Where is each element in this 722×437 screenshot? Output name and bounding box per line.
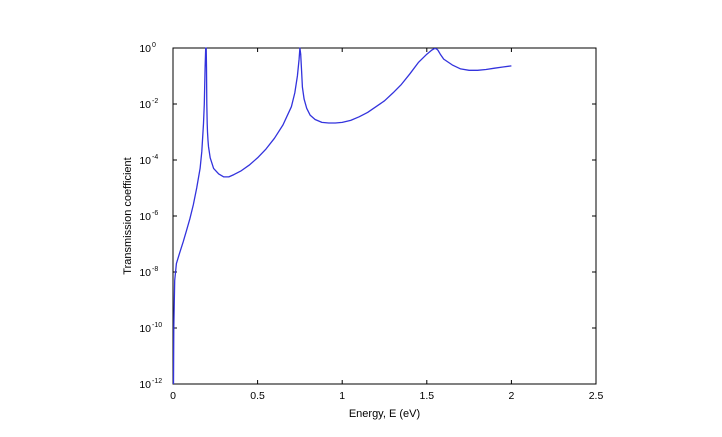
y-tick-label: 10 [139, 267, 151, 279]
y-tick-exponent: 0 [152, 42, 156, 49]
series-layer [172, 47, 512, 385]
x-tick-label: 0.5 [250, 390, 265, 402]
y-tick-label: 10 [139, 155, 151, 167]
y-tick-label: 10 [139, 43, 151, 55]
y-tick-base: 10 [139, 379, 151, 391]
x-tick-label: 0 [170, 390, 176, 402]
x-axis-title: Energy, E (eV) [349, 408, 420, 420]
y-tick-exponent: -8 [152, 266, 158, 273]
series-line [172, 47, 512, 385]
y-tick-exponent: -4 [152, 154, 158, 161]
y-tick-exponent: -10 [152, 322, 162, 329]
x-axis-ticks: 0 0.5 1 1.5 2 2.5 [170, 48, 603, 402]
y-tick-label: 10 [139, 379, 151, 391]
x-tick-label: 2.5 [589, 390, 604, 402]
x-tick-label: 2 [508, 390, 514, 402]
y-tick-exponent: -6 [152, 210, 158, 217]
y-tick-base: 10 [139, 43, 151, 55]
x-tick-label: 1.5 [419, 390, 434, 402]
x-tick-label: 1 [339, 390, 345, 402]
y-tick-label: 10 [139, 99, 151, 111]
y-tick-label: 10 [139, 211, 151, 223]
y-tick-base: 10 [139, 323, 151, 335]
y-tick-label: 10 [139, 323, 151, 335]
y-tick-base: 10 [139, 211, 151, 223]
y-tick-exponent: -2 [152, 98, 158, 105]
y-tick-base: 10 [139, 267, 151, 279]
axes-frame [172, 47, 597, 385]
y-axis-title: Transmission coefficient [122, 157, 134, 274]
plot-area [172, 47, 597, 385]
y-tick-base: 10 [139, 155, 151, 167]
y-tick-exponent: -12 [152, 378, 162, 385]
y-tick-base: 10 [139, 99, 151, 111]
